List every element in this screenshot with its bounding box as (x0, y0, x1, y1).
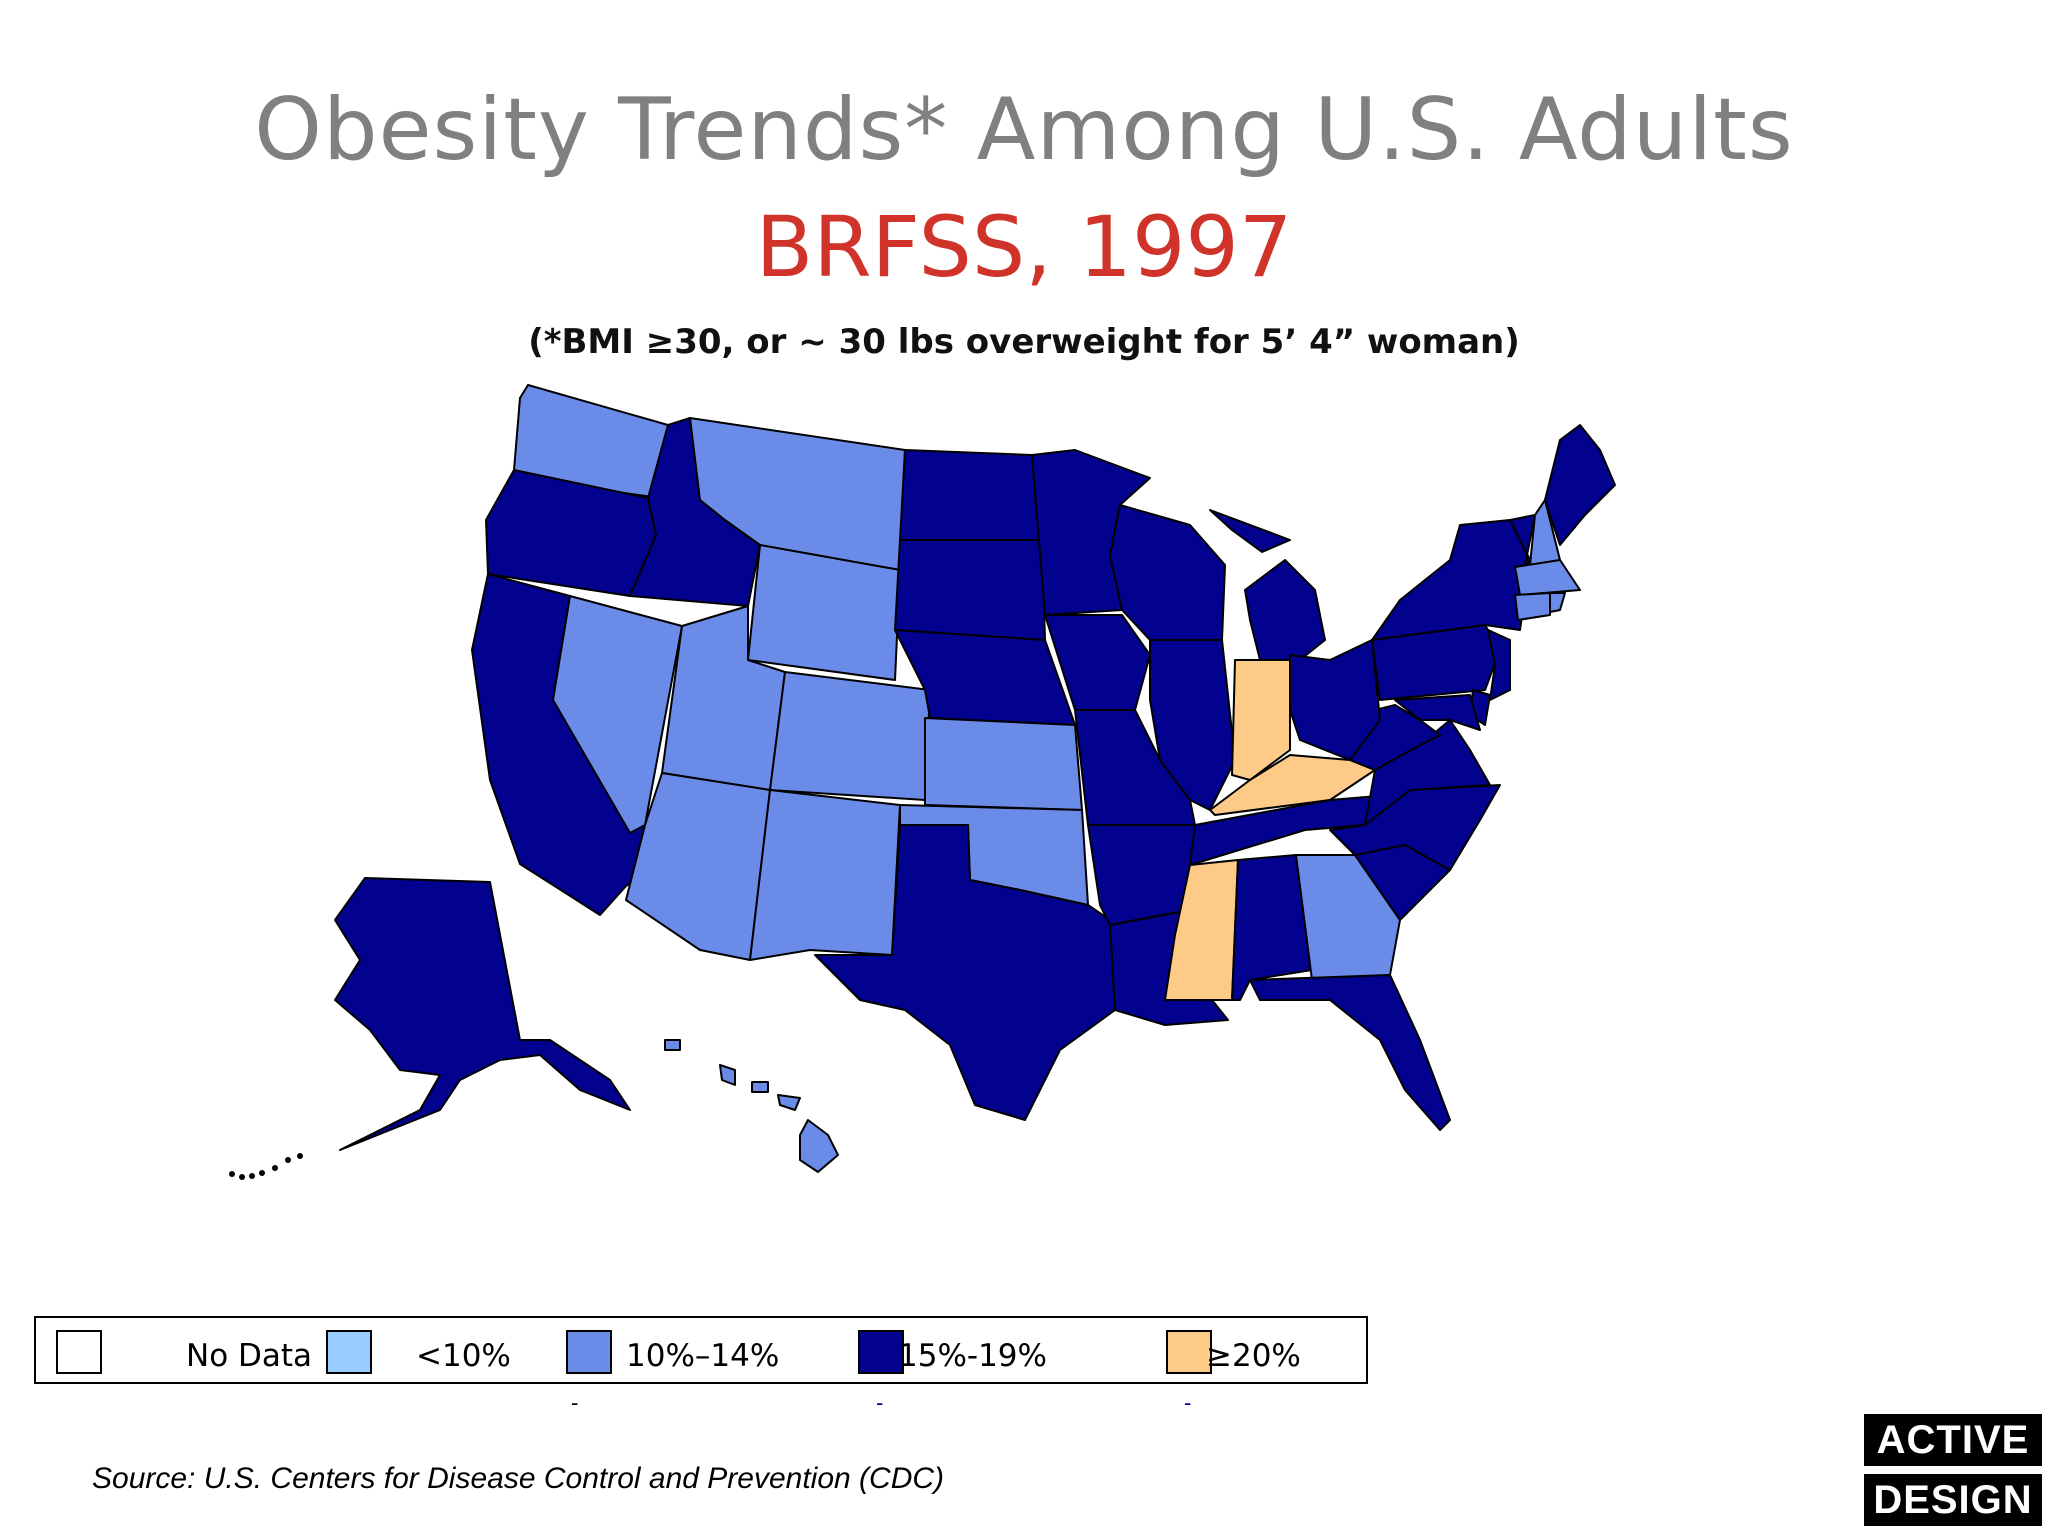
legend-swatch-10-14 (566, 1330, 612, 1374)
logo-line-design: DESIGN (1864, 1474, 2042, 1526)
legend-swatch-20plus (1166, 1330, 1212, 1374)
state-maine (1544, 424, 1616, 546)
state-wisconsin (1109, 504, 1226, 641)
active-design-logo: ACTIVE DESIGN (1864, 1414, 2042, 1534)
legend-label-15-19: 15%-19% (898, 1338, 1047, 1374)
legend-swatch-no-data (56, 1330, 102, 1374)
logo-line-active: ACTIVE (1864, 1414, 2042, 1466)
state-massachusetts (1514, 559, 1581, 596)
aleutian-island-dot (229, 1171, 235, 1177)
state-maryland (1394, 694, 1481, 731)
aleutian-island-dot (249, 1173, 255, 1179)
state-ohio (1289, 639, 1381, 761)
state-indiana (1231, 659, 1291, 781)
state-florida (1249, 974, 1451, 1131)
aleutian-island-dot (285, 1157, 291, 1163)
bmi-definition-note: (*BMI ≥30, or ~ 30 lbs overweight for 5’… (528, 322, 1520, 362)
state-rhode-island (1549, 592, 1566, 613)
legend-swatch-15-19 (858, 1330, 904, 1374)
aleutian-island-dot (259, 1170, 265, 1176)
state-arkansas (1087, 824, 1196, 926)
state-mississippi (1164, 859, 1239, 1001)
state-nevada (552, 595, 683, 834)
state-new-jersey (1487, 629, 1511, 701)
legend-label-10-14: 10%–14% (626, 1338, 780, 1374)
slide-subtitle: BRFSS, 1997 (755, 198, 1293, 296)
state-new-mexico (749, 789, 901, 961)
map-legend: No Data <10% 10%–14% 15%-19% ≥20% - - - (34, 1316, 1368, 1415)
state-hawaii (664, 1039, 839, 1173)
state-texas (814, 824, 1116, 1121)
state-north-dakota (899, 449, 1043, 541)
legend-tick: - (571, 1390, 579, 1415)
legend-swatch-lt10 (326, 1330, 372, 1374)
state-connecticut (1514, 592, 1551, 621)
state-iowa (1044, 614, 1151, 711)
state-wyoming (747, 544, 901, 681)
us-obesity-map (229, 384, 1616, 1180)
slide-title: Obesity Trends* Among U.S. Adults (254, 80, 1794, 180)
state-kansas (924, 717, 1083, 811)
aleutian-island-dot (239, 1174, 245, 1180)
legend-label-20plus: ≥20% (1206, 1338, 1301, 1374)
state-georgia (1295, 854, 1401, 981)
state-michigan (1209, 509, 1326, 661)
aleutian-island-dot (297, 1153, 303, 1159)
state-alaska (334, 877, 631, 1151)
legend-label-lt10: <10% (416, 1338, 511, 1374)
legend-tick: - (1184, 1390, 1192, 1415)
state-south-dakota (894, 539, 1046, 641)
legend-tick: - (876, 1390, 884, 1415)
legend-label-no-data: No Data (186, 1338, 313, 1374)
state-illinois (1149, 639, 1236, 811)
aleutian-island-dot (272, 1165, 278, 1171)
state-colorado (769, 671, 931, 801)
state-new-york (1371, 519, 1531, 641)
source-note: Source: U.S. Centers for Disease Control… (92, 1462, 945, 1495)
